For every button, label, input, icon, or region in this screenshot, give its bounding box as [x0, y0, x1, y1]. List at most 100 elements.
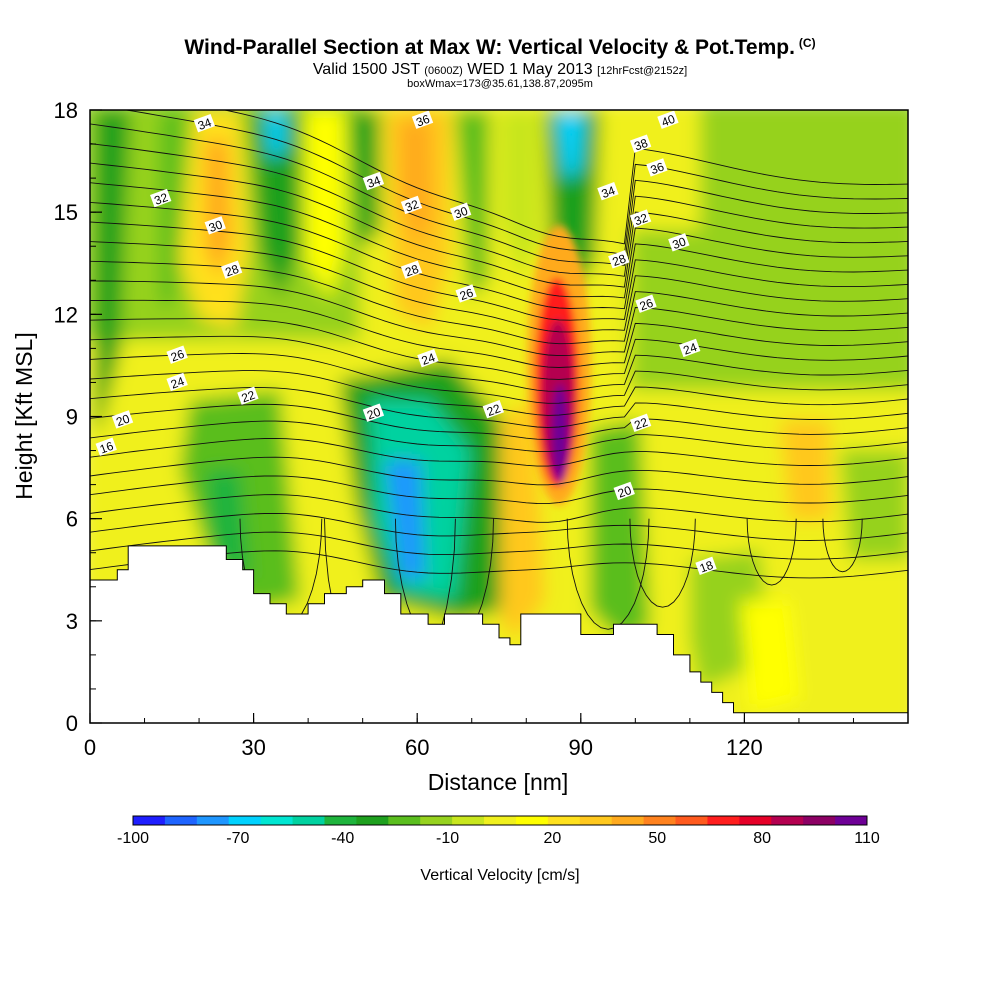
- isentrope-label: 20: [362, 403, 385, 423]
- isentrope-label-text: 32: [632, 210, 650, 228]
- isentrope-label-text: 38: [632, 136, 650, 154]
- x-tick-label: 60: [405, 735, 429, 760]
- isentrope-label-bg: [362, 403, 385, 422]
- isentrope-label: 20: [613, 481, 635, 501]
- colorbar: -100 -70 -40 -10 20 50 80 110: [117, 815, 880, 847]
- isentrope-line: [90, 241, 908, 333]
- isentrope-label: 18: [695, 556, 717, 576]
- isentrope-label-bg: [449, 202, 472, 221]
- colorbar-swatch: [643, 816, 677, 825]
- colorbar-swatch: [260, 816, 294, 825]
- isentrope-label-bg: [629, 413, 652, 433]
- colorbar-swatch: [835, 816, 868, 825]
- upper-updraft-left-core: [205, 140, 232, 280]
- valid-utc: (0600Z): [424, 65, 463, 77]
- colorbar-swatch: [803, 816, 836, 825]
- isentrope-label-bg: [668, 233, 690, 252]
- colorbar-swatch: [611, 816, 645, 825]
- isentrope-label-bg: [613, 481, 635, 501]
- colorbar-tick-label: -70: [226, 830, 249, 847]
- x-tick-label: 30: [241, 735, 265, 760]
- isentrope-label-bg: [400, 195, 423, 215]
- y-tick-label: 18: [54, 98, 78, 123]
- box-info: boxWmax=173@35.61,138.87,2095m: [407, 78, 593, 90]
- isentrope-label-text: 34: [196, 115, 214, 133]
- isentrope-label: 24: [679, 338, 701, 358]
- isentrope-line: [90, 475, 908, 505]
- isentrope-label-bg: [417, 348, 439, 368]
- isentrope-label-bg: [400, 260, 423, 279]
- upper-band-mid: [500, 110, 540, 280]
- terrain-profile: [90, 545, 908, 723]
- isentrope-label: 28: [400, 260, 423, 280]
- upper-downdraft-right-core: [555, 110, 585, 180]
- chart-subtitle: Valid 1500 JST (0600Z) WED 1 May 2013 [1…: [0, 61, 1000, 79]
- potential-temperature-contours: [90, 110, 908, 697]
- isentrope-label: 32: [400, 195, 423, 215]
- isentrope-label-text: 16: [98, 439, 116, 457]
- colorbar-swatch: [420, 816, 453, 825]
- x-tick-label: 0: [84, 735, 96, 760]
- isentrope-label-text: 18: [698, 558, 716, 576]
- isentrope-label-text: 34: [365, 173, 383, 191]
- isentrope-label-text: 28: [611, 251, 629, 269]
- colorbar-swatch: [579, 816, 613, 825]
- valid-time: Valid 1500 JST: [312, 61, 420, 78]
- isentrope-label-text: 26: [638, 296, 656, 314]
- colorbar-swatch: [547, 816, 581, 825]
- isentrope-label-bg: [204, 216, 226, 235]
- isentrope-label: 36: [411, 110, 434, 130]
- isentrope-line: [90, 143, 908, 277]
- isentrope-label: 30: [449, 202, 472, 222]
- isentrope-label-bg: [193, 113, 216, 133]
- isentrope-label-text: 22: [485, 401, 503, 419]
- updraft-plume: [526, 225, 591, 506]
- chart-title-text: Wind-Parallel Section at Max W: Vertical…: [184, 36, 795, 59]
- isentrope-label-text: 30: [671, 234, 689, 252]
- colorbar-title: Vertical Velocity [cm/s]: [420, 867, 579, 884]
- isentrope-line: [90, 531, 908, 560]
- isentrope-label: 24: [417, 348, 439, 368]
- isentrope-label-bg: [150, 188, 172, 208]
- isentrope-label-bg: [597, 182, 619, 201]
- isentrope-label-bg: [629, 134, 652, 153]
- colorbar-swatch: [356, 816, 389, 825]
- isentrope-line: [90, 456, 908, 486]
- isentrope-line: [90, 201, 908, 310]
- isentrope-line: [90, 162, 908, 288]
- colorbar-swatch: [484, 816, 517, 825]
- colorbar-swatch: [324, 816, 357, 825]
- colorbar-swatch: [196, 816, 230, 825]
- isentrope-label: 26: [635, 294, 657, 314]
- isentrope-line: [90, 494, 908, 523]
- left-downdraft: [95, 110, 130, 430]
- isentrope-label-text: 30: [207, 217, 225, 235]
- isentrope-label: 28: [608, 250, 630, 269]
- isentrope-label-bg: [111, 410, 134, 429]
- isentrope-label: 20: [111, 410, 134, 429]
- lower-right-updraft: [740, 600, 800, 712]
- isentrope-line: [90, 335, 908, 392]
- lower-updraft-mid: [500, 400, 545, 640]
- upper-neutral: [305, 110, 345, 300]
- isentrope-label-bg: [646, 158, 668, 177]
- isentrope-label-text: 28: [403, 262, 421, 280]
- isentrope-line: [90, 437, 908, 467]
- right-updraft-spot: [780, 420, 830, 520]
- colorbar-tick-label: 80: [753, 830, 771, 847]
- colorbar-swatch: [707, 816, 740, 825]
- isentrope-label: 22: [482, 400, 505, 419]
- isentrope-bow: [629, 518, 696, 608]
- isentrope-label: 34: [597, 182, 619, 201]
- isentrope-label-text: 20: [365, 405, 383, 423]
- colorbar-tick-label: 110: [854, 830, 880, 847]
- y-tick-label: 6: [66, 507, 78, 532]
- left-band: [160, 110, 185, 310]
- isentrope-label-bg: [362, 171, 385, 191]
- x-tick-label: 120: [726, 735, 763, 760]
- isentrope-label: 26: [455, 284, 477, 303]
- isentrope-bow: [746, 518, 797, 586]
- colorbar-swatch: [164, 816, 198, 825]
